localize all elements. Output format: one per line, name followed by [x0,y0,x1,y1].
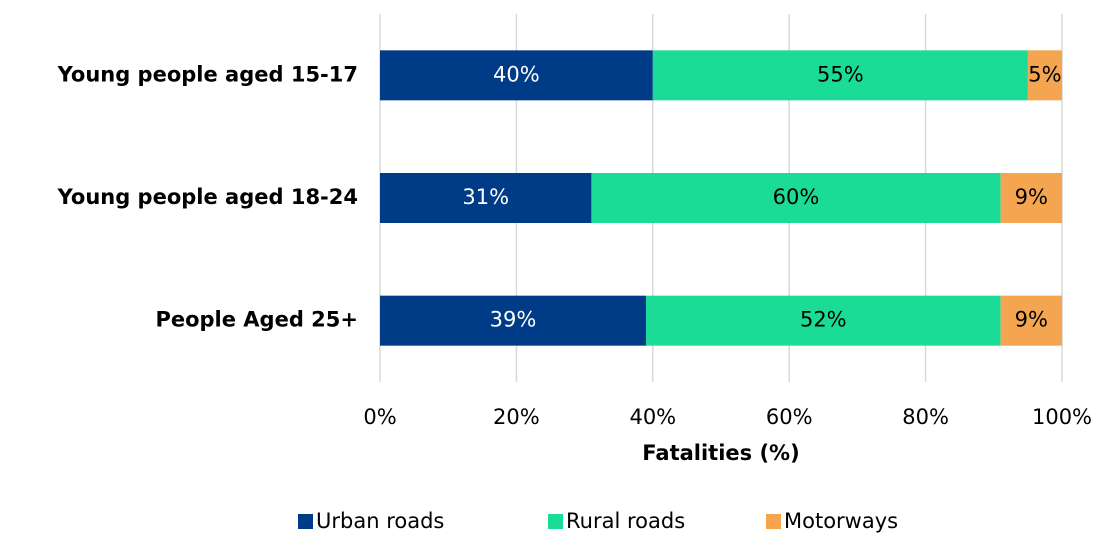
bar-segment [1000,295,1062,346]
x-tick-label: 80% [902,405,949,429]
legend-label: Motorways [784,509,898,533]
bar-segment [652,50,1028,101]
x-tick-label: 60% [766,405,813,429]
data-label: 40% [493,62,540,86]
x-tick-label: 0% [363,405,396,429]
legend-label: Urban roads [316,509,444,533]
bar-segment [380,295,646,346]
bar-segment [645,295,1001,346]
bar-segment [380,173,592,223]
x-axis-title: Fatalities (%) [642,441,799,465]
legend-label: Rural roads [566,509,685,533]
y-tick-label: Young people aged 18-24 [57,185,358,209]
data-label: 9% [1015,308,1048,332]
bar-segment [380,50,653,101]
bar-segment [591,173,1001,223]
y-tick-label: Young people aged 15-17 [57,62,358,86]
data-label: 5% [1028,62,1061,86]
y-tick-label: People Aged 25+ [155,308,358,332]
legend-swatch [298,514,313,529]
legend-swatch [548,514,563,529]
data-label: 55% [817,62,864,86]
x-tick-label: 100% [1032,405,1092,429]
data-label: 52% [800,308,847,332]
data-label: 31% [462,185,509,209]
x-tick-label: 40% [629,405,676,429]
x-tick-label: 20% [493,405,540,429]
data-label: 60% [773,185,820,209]
bar-segment [1000,173,1062,223]
bar-segment [1027,50,1062,101]
data-label: 39% [490,308,537,332]
data-label: 9% [1015,185,1048,209]
legend-swatch [766,514,781,529]
